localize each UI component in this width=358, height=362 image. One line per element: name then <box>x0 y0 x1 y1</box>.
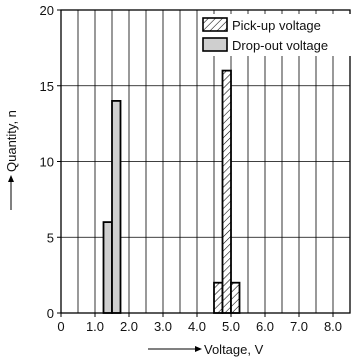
x-tick-label: 3.0 <box>154 319 172 334</box>
y-tick-label: 15 <box>40 79 54 94</box>
legend: Pick-up voltage Drop-out voltage <box>200 14 352 56</box>
x-tick-label: 2.0 <box>120 319 138 334</box>
legend-swatch-pick-up <box>202 17 228 32</box>
x-tick-label: 7.0 <box>290 319 308 334</box>
legend-label-drop-out: Drop-out voltage <box>232 38 328 53</box>
x-tick-label: 0 <box>57 319 64 334</box>
axis-ticks <box>57 9 334 317</box>
y-axis-title: Quantity, n <box>4 110 19 172</box>
tick-labels: 0 1.0 2.0 3.0 4.0 5.0 6.0 7.0 8.0 0 5 10 15 20 <box>40 3 343 334</box>
bar-drop-out-0 <box>102 221 113 314</box>
x-tick-label: 4.0 <box>188 319 206 334</box>
legend-label-pick-up: Pick-up voltage <box>232 18 321 33</box>
y-tick-label: 10 <box>40 155 54 170</box>
bar-pick-up-0 <box>213 281 224 314</box>
legend-swatch-drop-out <box>202 37 228 52</box>
bars <box>102 69 241 314</box>
bar-drop-out-1 <box>111 100 122 314</box>
y-axis-title-group: Quantity, n <box>4 110 19 210</box>
y-tick-label: 20 <box>40 3 54 18</box>
bar-pick-up-1 <box>221 69 232 314</box>
x-tick-label: 5.0 <box>222 319 240 334</box>
x-axis-title-group: Voltage, V <box>148 342 264 357</box>
bar-pick-up-2 <box>230 281 241 314</box>
x-tick-label: 6.0 <box>256 319 274 334</box>
x-tick-label: 1.0 <box>86 319 104 334</box>
x-axis-title: Voltage, V <box>204 342 264 357</box>
grid-lines <box>61 10 350 313</box>
y-tick-label: 5 <box>47 230 54 245</box>
x-tick-label: 8.0 <box>324 319 342 334</box>
y-tick-label: 0 <box>47 306 54 321</box>
